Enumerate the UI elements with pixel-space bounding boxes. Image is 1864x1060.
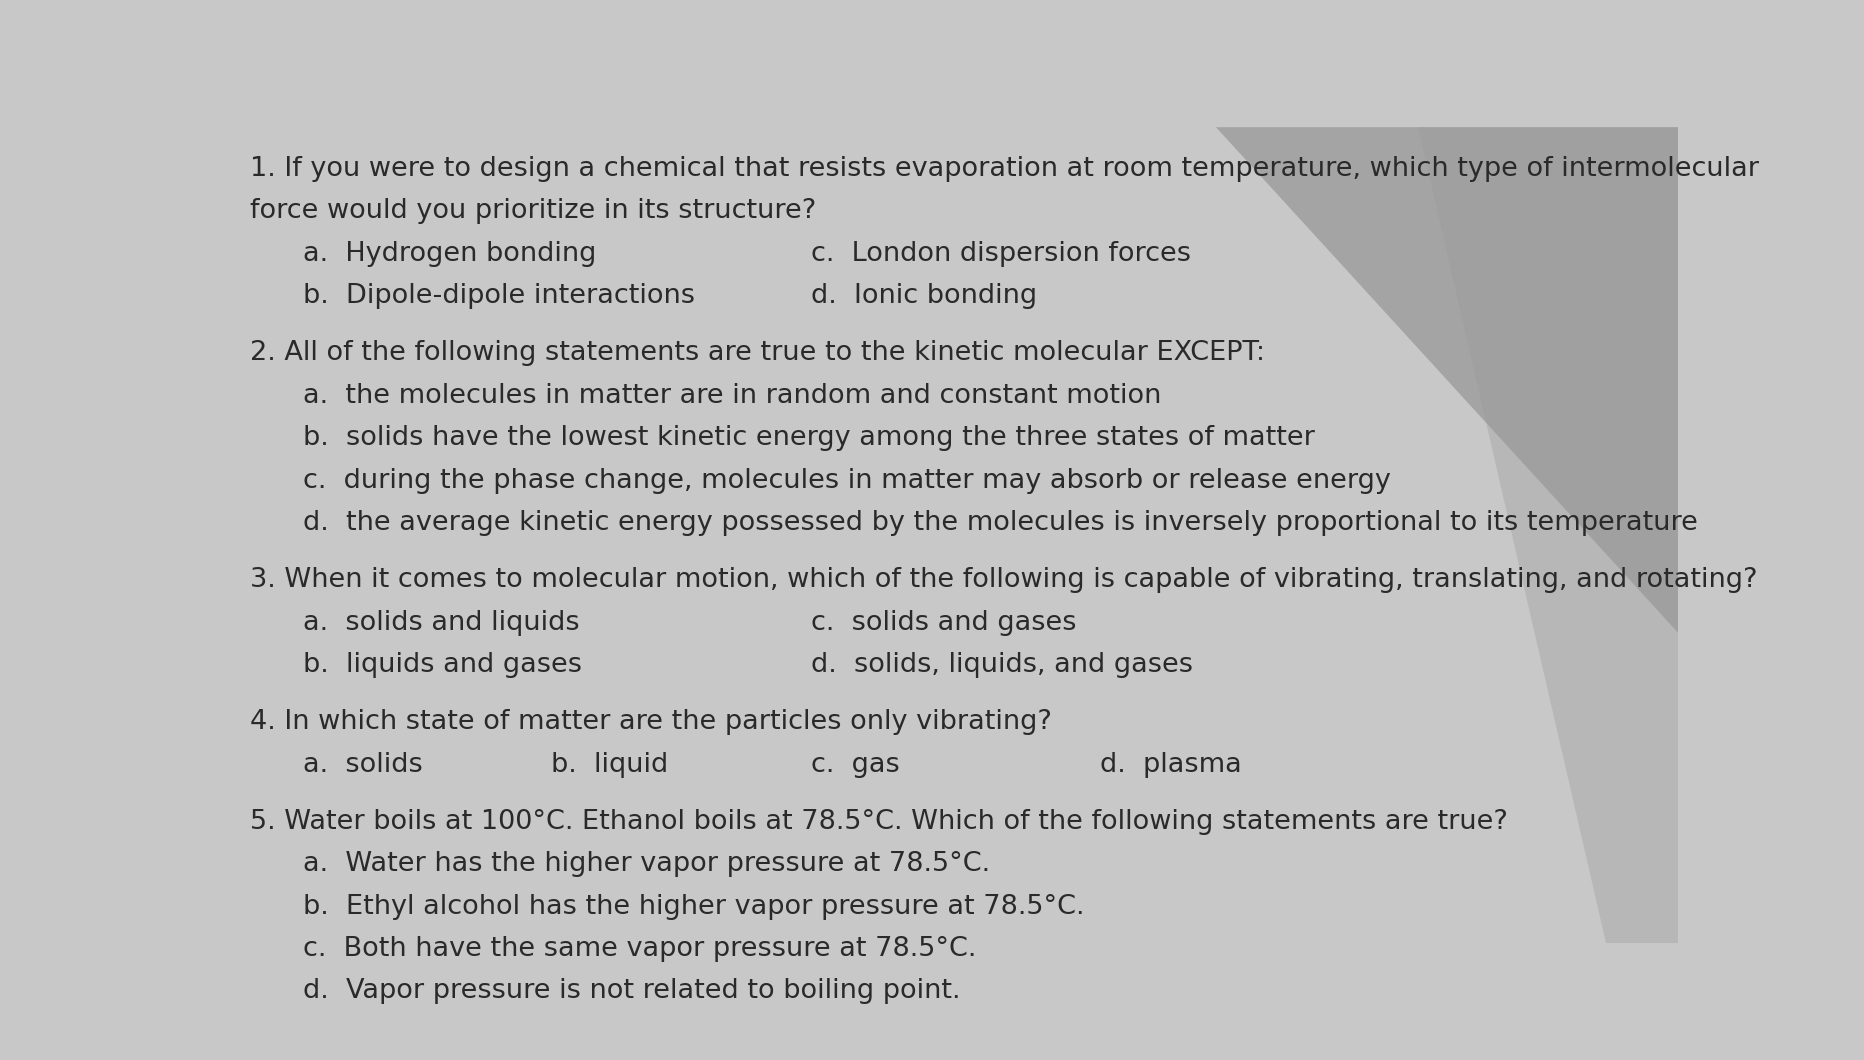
Text: 5. Water boils at 100°C. Ethanol boils at 78.5°C. Which of the following stateme: 5. Water boils at 100°C. Ethanol boils a… bbox=[250, 809, 1508, 834]
Text: d.  solids, liquids, and gases: d. solids, liquids, and gases bbox=[811, 652, 1193, 678]
Text: d.  Ionic bonding: d. Ionic bonding bbox=[811, 283, 1036, 310]
Text: a.  solids and liquids: a. solids and liquids bbox=[302, 610, 580, 636]
Text: b.  solids have the lowest kinetic energy among the three states of matter: b. solids have the lowest kinetic energy… bbox=[302, 425, 1314, 452]
Polygon shape bbox=[1215, 127, 1678, 633]
Text: d.  plasma: d. plasma bbox=[1100, 752, 1241, 778]
Text: d.  the average kinetic energy possessed by the molecules is inversely proportio: d. the average kinetic energy possessed … bbox=[302, 510, 1696, 536]
Text: 4. In which state of matter are the particles only vibrating?: 4. In which state of matter are the part… bbox=[250, 709, 1051, 736]
Text: d.  Vapor pressure is not related to boiling point.: d. Vapor pressure is not related to boil… bbox=[302, 978, 960, 1005]
Text: c.  Both have the same vapor pressure at 78.5°C.: c. Both have the same vapor pressure at … bbox=[302, 936, 975, 962]
Text: a.  the molecules in matter are in random and constant motion: a. the molecules in matter are in random… bbox=[302, 383, 1159, 409]
Text: c.  London dispersion forces: c. London dispersion forces bbox=[811, 241, 1191, 267]
Text: force would you prioritize in its structure?: force would you prioritize in its struct… bbox=[250, 198, 816, 225]
Polygon shape bbox=[1417, 127, 1678, 943]
Text: 1. If you were to design a chemical that resists evaporation at room temperature: 1. If you were to design a chemical that… bbox=[250, 156, 1758, 181]
Text: 3. When it comes to molecular motion, which of the following is capable of vibra: 3. When it comes to molecular motion, wh… bbox=[250, 567, 1758, 594]
Text: b.  Dipole-dipole interactions: b. Dipole-dipole interactions bbox=[302, 283, 693, 310]
Text: b.  Ethyl alcohol has the higher vapor pressure at 78.5°C.: b. Ethyl alcohol has the higher vapor pr… bbox=[302, 894, 1083, 920]
Text: c.  gas: c. gas bbox=[811, 752, 900, 778]
Text: a.  Water has the higher vapor pressure at 78.5°C.: a. Water has the higher vapor pressure a… bbox=[302, 851, 990, 878]
Text: c.  solids and gases: c. solids and gases bbox=[811, 610, 1076, 636]
Text: 2. All of the following statements are true to the kinetic molecular EXCEPT:: 2. All of the following statements are t… bbox=[250, 340, 1266, 366]
Text: b.  liquids and gases: b. liquids and gases bbox=[302, 652, 582, 678]
Text: a.  solids: a. solids bbox=[302, 752, 421, 778]
Text: a.  Hydrogen bonding: a. Hydrogen bonding bbox=[302, 241, 596, 267]
Text: b.  liquid: b. liquid bbox=[552, 752, 667, 778]
Text: c.  during the phase change, molecules in matter may absorb or release energy: c. during the phase change, molecules in… bbox=[302, 467, 1391, 494]
